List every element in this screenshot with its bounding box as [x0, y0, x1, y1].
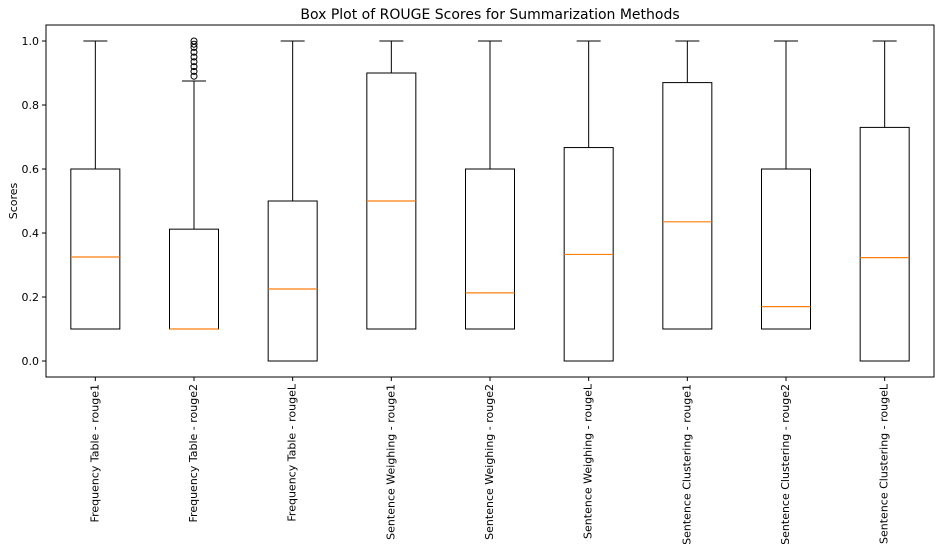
- outlier-point: [190, 67, 198, 75]
- y-tick-label: 0.6: [22, 163, 40, 176]
- y-tick-label: 0.4: [22, 227, 40, 240]
- box-group: [761, 40, 811, 330]
- box: [662, 82, 713, 330]
- outlier-point: [190, 40, 198, 48]
- x-tick-label: Sentence Weighing - rouge2: [483, 384, 496, 540]
- box-group: [169, 37, 219, 330]
- box: [267, 200, 318, 362]
- outlier-point: [190, 63, 198, 71]
- x-tick-label: Frequency Table - rouge1: [88, 384, 101, 522]
- box: [859, 126, 910, 362]
- x-tick-label: Sentence Weighing - rouge1: [384, 384, 397, 540]
- x-tick-label: Sentence Clustering - rougeL: [878, 383, 891, 544]
- box-group: [366, 40, 417, 330]
- box-group: [70, 40, 121, 330]
- x-tick-label: Frequency Table - rouge2: [187, 384, 200, 522]
- box: [761, 168, 811, 330]
- box-group: [859, 40, 910, 362]
- box-group: [465, 40, 515, 330]
- x-tick-label: Sentence Clustering - rouge1: [680, 384, 693, 544]
- box-group: [563, 40, 614, 362]
- y-tick-label: 0.8: [22, 99, 40, 112]
- y-axis-label: Scores: [7, 182, 20, 219]
- box-group: [662, 40, 713, 330]
- outlier-point: [190, 37, 198, 45]
- y-tick-label: 0.2: [22, 291, 40, 304]
- outlier-point: [190, 48, 198, 56]
- box-series: [70, 37, 910, 362]
- x-axis: Frequency Table - rouge1 Frequency Table …: [88, 377, 891, 545]
- y-tick-label: 1.0: [22, 35, 40, 48]
- x-tick-label: Frequency Table - rougeL: [286, 383, 299, 521]
- box: [70, 168, 121, 330]
- outlier-point: [190, 58, 198, 66]
- box-group: [267, 40, 318, 362]
- box: [169, 228, 219, 330]
- x-tick-label: Sentence Weighing - rougeL: [582, 383, 595, 539]
- outlier-point: [190, 53, 198, 61]
- box: [465, 168, 515, 330]
- chart-title: Box Plot of ROUGE Scores for Summarizati…: [300, 7, 679, 23]
- x-tick-label: Sentence Clustering - rouge2: [779, 384, 792, 544]
- y-axis: 0.0 0.2 0.4 0.6 0.8 1.0: [22, 35, 46, 368]
- outlier-point: [190, 72, 198, 80]
- y-tick-label: 0.0: [22, 355, 40, 368]
